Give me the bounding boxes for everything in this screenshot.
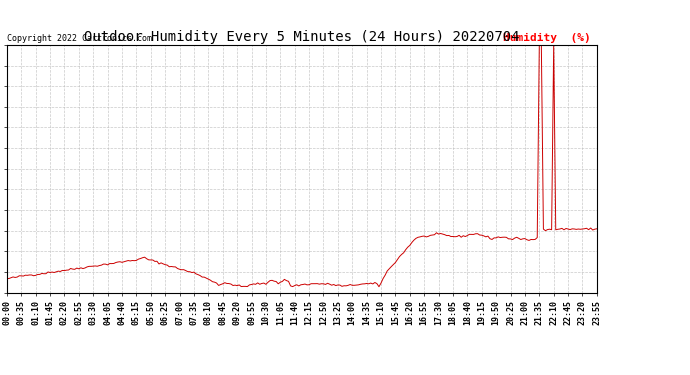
Title: Outdoor Humidity Every 5 Minutes (24 Hours) 20220704: Outdoor Humidity Every 5 Minutes (24 Hou…: [84, 30, 520, 44]
Text: Humidity  (%): Humidity (%): [503, 33, 591, 42]
Text: Copyright 2022 Cartronics.com: Copyright 2022 Cartronics.com: [7, 33, 152, 42]
